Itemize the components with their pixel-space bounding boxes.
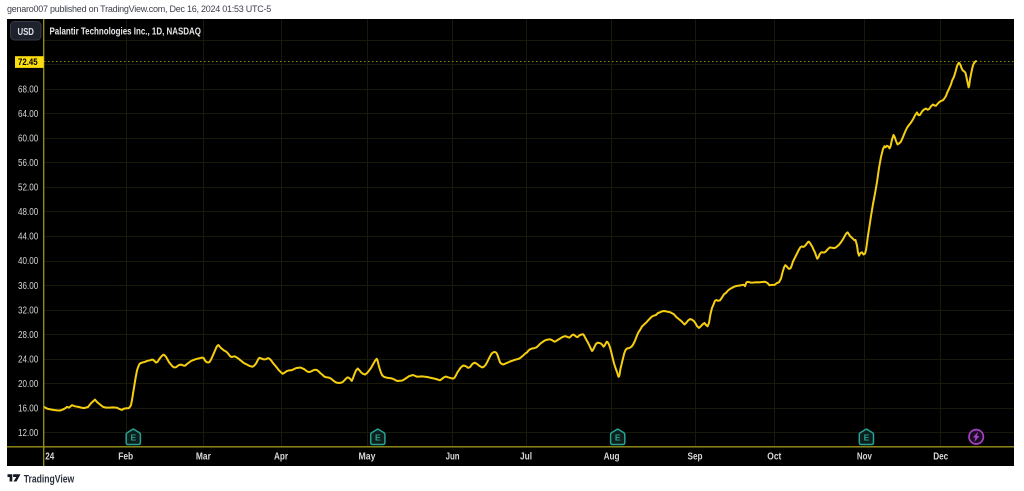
svg-text:May: May xyxy=(359,451,376,462)
svg-text:72.45: 72.45 xyxy=(18,57,38,67)
svg-text:48.00: 48.00 xyxy=(18,207,39,218)
svg-text:E: E xyxy=(130,433,136,443)
svg-text:Jun: Jun xyxy=(446,451,460,462)
svg-text:68.00: 68.00 xyxy=(18,84,39,95)
svg-text:TradingView: TradingView xyxy=(24,473,75,485)
svg-text:Nov: Nov xyxy=(857,451,872,462)
svg-text:Jul: Jul xyxy=(520,451,532,462)
svg-text:Mar: Mar xyxy=(196,451,211,462)
svg-text:E: E xyxy=(615,433,621,443)
svg-text:Feb: Feb xyxy=(118,451,133,462)
svg-text:60.00: 60.00 xyxy=(18,134,39,145)
svg-text:Dec: Dec xyxy=(933,451,948,462)
svg-text:Aug: Aug xyxy=(604,451,620,462)
svg-text:36.00: 36.00 xyxy=(18,281,39,292)
svg-text:12.00: 12.00 xyxy=(18,428,39,439)
svg-text:20.00: 20.00 xyxy=(18,379,39,390)
svg-text:16.00: 16.00 xyxy=(18,404,39,415)
svg-text:Apr: Apr xyxy=(274,451,288,462)
svg-text:44.00: 44.00 xyxy=(18,232,39,243)
svg-text:40.00: 40.00 xyxy=(18,256,39,267)
svg-text:Oct: Oct xyxy=(767,451,782,462)
svg-text:24: 24 xyxy=(45,451,54,462)
svg-text:E: E xyxy=(864,433,870,443)
svg-text:56.00: 56.00 xyxy=(18,158,39,169)
svg-text:24.00: 24.00 xyxy=(18,354,39,365)
svg-text:Palantir Technologies Inc., 1D: Palantir Technologies Inc., 1D, NASDAQ xyxy=(50,26,202,38)
svg-text:E: E xyxy=(375,433,381,443)
svg-text:52.00: 52.00 xyxy=(18,183,39,194)
svg-text:Sep: Sep xyxy=(688,451,703,462)
svg-text:32.00: 32.00 xyxy=(18,305,39,316)
svg-text:USD: USD xyxy=(17,26,34,38)
svg-text:28.00: 28.00 xyxy=(18,330,39,341)
svg-text:64.00: 64.00 xyxy=(18,109,39,120)
